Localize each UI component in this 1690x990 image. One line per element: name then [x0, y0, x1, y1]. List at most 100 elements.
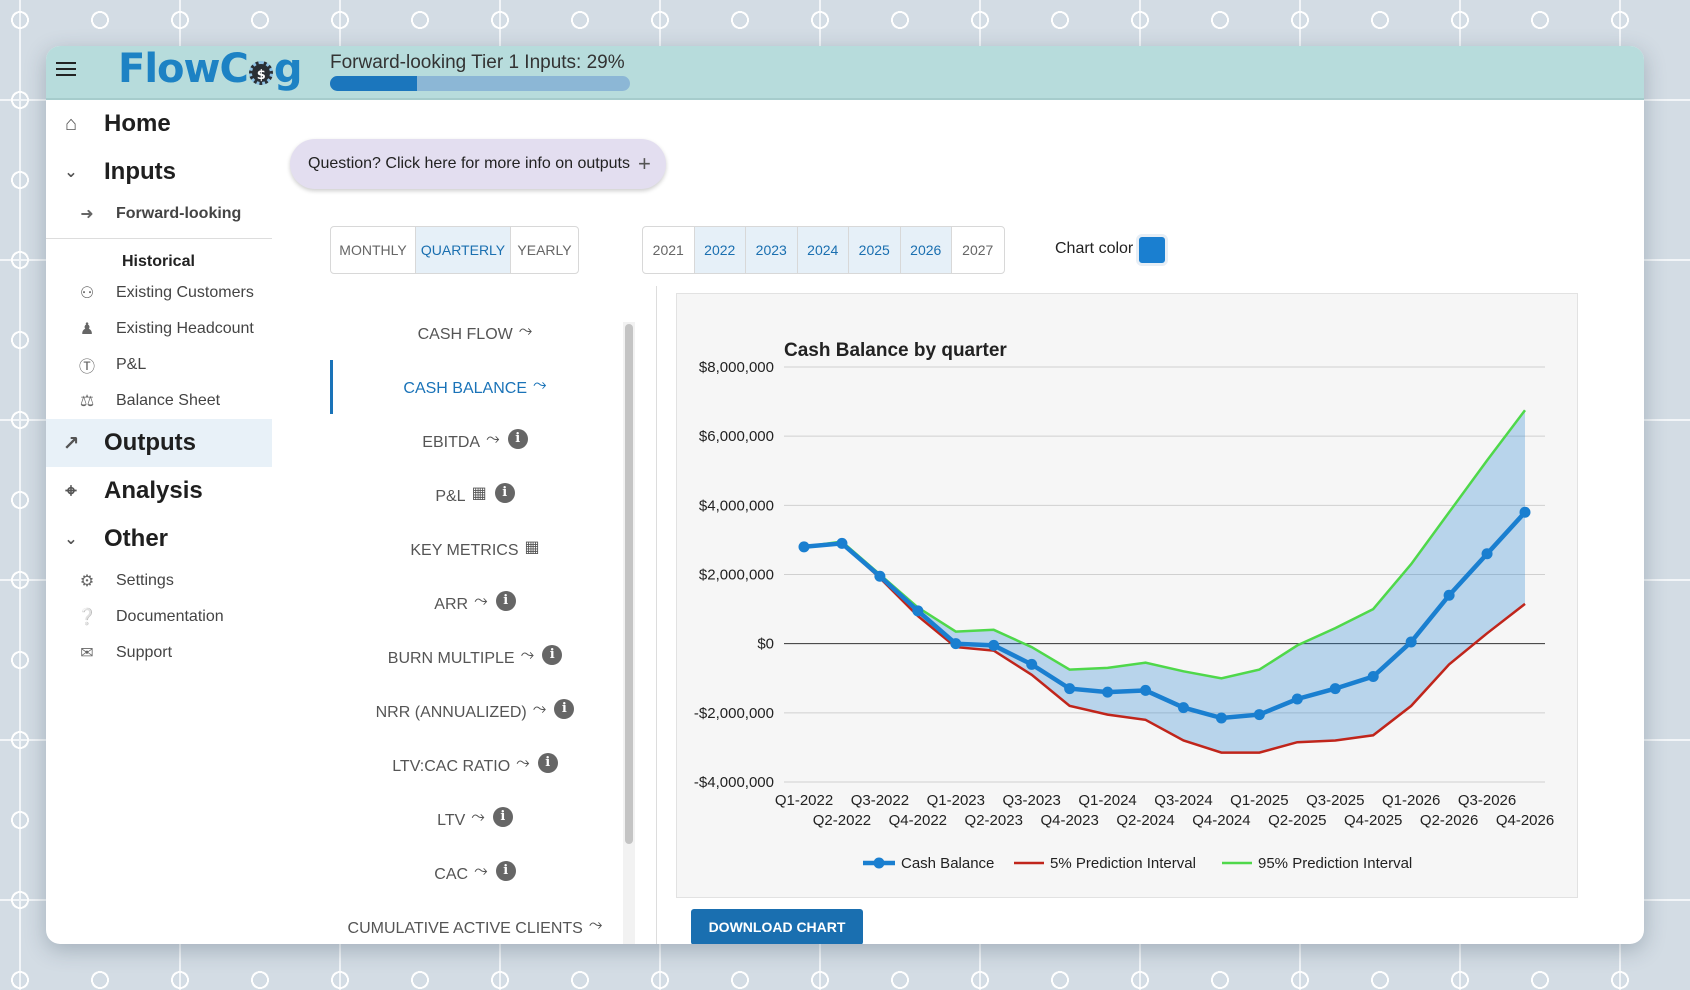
- x-tick-label: Q1-2023: [927, 792, 985, 809]
- nav-pl-label: P&L: [116, 356, 147, 373]
- info-icon[interactable]: i: [507, 429, 528, 449]
- output-menu-item-burn-multiple[interactable]: BURN MULTIPLE ⤳ i: [330, 628, 620, 682]
- x-tick-label: Q2-2023: [965, 812, 1023, 829]
- nav-other[interactable]: ⌄ Other: [46, 515, 272, 563]
- help-icon: ❔: [77, 609, 97, 626]
- nav-documentation[interactable]: ❔ Documentation: [46, 599, 272, 635]
- period-selector: MONTHLY QUARTERLY YEARLY: [330, 226, 579, 274]
- nav-balance-sheet-label: Balance Sheet: [116, 392, 221, 409]
- year-option-2021[interactable]: 2021: [643, 227, 695, 273]
- outputs-info-button[interactable]: Question? Click here for more info on ou…: [290, 139, 666, 189]
- series-line-5pct: [803, 542, 1526, 754]
- chart-color-picker[interactable]: [1136, 234, 1168, 266]
- headcount-icon: ♟: [79, 321, 95, 338]
- period-option-quarterly[interactable]: QUARTERLY: [416, 227, 511, 273]
- year-option-2026[interactable]: 2026: [900, 227, 952, 273]
- menu-scrollbar-thumb[interactable]: [625, 324, 633, 844]
- sidebar: ⌂ Home ⌄ Inputs ➜ Forward-looking Histor…: [46, 100, 272, 671]
- output-menu-label: CASH BALANCE: [403, 380, 527, 397]
- nav-home[interactable]: ⌂ Home: [46, 100, 272, 148]
- output-menu-item-nrr-annualized[interactable]: NRR (ANNUALIZED) ⤳ i: [330, 682, 620, 736]
- data-point: [1140, 684, 1152, 696]
- output-menu-item-arr[interactable]: ARR ⤳ i: [330, 574, 620, 628]
- data-point: [1064, 683, 1076, 695]
- x-tick-label: Q4-2026: [1496, 812, 1554, 829]
- nav-pl[interactable]: Ⓣ P&L: [46, 347, 272, 383]
- nav-other-label: Other: [104, 525, 169, 552]
- nav-support[interactable]: ✉ Support: [46, 635, 272, 671]
- output-menu: CASH FLOW ⤳ CASH BALANCE ⤳ EBITDA ⤳ i P&L ▦ i KEY …: [330, 304, 620, 944]
- x-tick-label: Q2-2024: [1116, 812, 1174, 829]
- info-icon[interactable]: i: [492, 807, 513, 827]
- trend-line-icon: ⤳: [518, 321, 533, 340]
- nav-inputs[interactable]: ⌄ Inputs: [46, 148, 272, 196]
- menu-icon[interactable]: [56, 62, 76, 78]
- data-point: [912, 605, 924, 617]
- data-point: [1519, 506, 1531, 518]
- year-option-2022[interactable]: 2022: [694, 227, 746, 273]
- nav-outputs-label: Outputs: [104, 429, 196, 456]
- output-menu-item-p-l[interactable]: P&L ▦ i: [330, 466, 620, 520]
- x-tick-label: Q2-2026: [1420, 812, 1478, 829]
- nav-analysis[interactable]: ⌖ Analysis: [46, 467, 272, 515]
- output-menu-label: EBITDA: [422, 434, 481, 451]
- x-tick-label: Q1-2025: [1230, 792, 1288, 809]
- x-tick-label: Q4-2024: [1192, 812, 1250, 829]
- y-tick-label: $4,000,000: [699, 497, 774, 514]
- nav-existing-customers-label: Existing Customers: [116, 284, 254, 301]
- info-icon[interactable]: i: [542, 645, 563, 665]
- output-menu-item-key-metrics[interactable]: KEY METRICS ▦: [330, 520, 620, 574]
- year-option-2027[interactable]: 2027: [962, 242, 994, 258]
- y-tick-label: $0: [757, 636, 774, 653]
- plus-icon: +: [637, 151, 651, 176]
- nav-home-label: Home: [104, 110, 171, 137]
- data-point: [1367, 671, 1379, 683]
- output-menu-item-cash-flow[interactable]: CASH FLOW ⤳: [330, 304, 620, 358]
- x-tick-label: Q4-2023: [1040, 812, 1098, 829]
- data-point: [1481, 548, 1493, 560]
- data-point: [1443, 589, 1455, 601]
- nav-existing-headcount[interactable]: ♟ Existing Headcount: [46, 311, 272, 347]
- nav-existing-headcount-label: Existing Headcount: [116, 320, 254, 337]
- x-tick-label: Q2-2025: [1268, 812, 1326, 829]
- legend-marker: [873, 857, 885, 869]
- period-option-yearly[interactable]: YEARLY: [517, 242, 572, 258]
- flowcog-logo[interactable]: FlowC $ g: [118, 46, 302, 92]
- output-menu-label: LTV: [437, 812, 466, 829]
- info-icon[interactable]: i: [495, 861, 516, 881]
- period-option-monthly[interactable]: MONTHLY: [331, 227, 416, 273]
- info-icon[interactable]: i: [494, 483, 515, 503]
- output-menu-item-ltv-cac-ratio[interactable]: LTV:CAC RATIO ⤳ i: [330, 736, 620, 790]
- year-option-2025[interactable]: 2025: [849, 227, 901, 273]
- output-menu-item-ltv[interactable]: LTV ⤳ i: [330, 790, 620, 844]
- year-option-2023[interactable]: 2023: [746, 227, 798, 273]
- y-tick-label: $2,000,000: [699, 567, 774, 584]
- info-icon[interactable]: i: [554, 699, 575, 719]
- year-option-2024[interactable]: 2024: [797, 227, 849, 273]
- x-tick-label: Q2-2022: [813, 812, 871, 829]
- nav-existing-customers[interactable]: ⚇ Existing Customers: [46, 275, 272, 311]
- trend-line-icon: ⤳: [486, 429, 500, 448]
- nav-forward-looking[interactable]: ➜ Forward-looking: [46, 196, 272, 232]
- trend-line-icon: ⤳: [520, 645, 535, 664]
- output-menu-item-cumulative-active-clients[interactable]: CUMULATIVE ACTIVE CLIENTS ⤳: [330, 898, 620, 944]
- output-menu-item-cash-balance[interactable]: CASH BALANCE ⤳: [330, 358, 620, 414]
- data-point: [1329, 683, 1341, 695]
- info-icon[interactable]: i: [495, 591, 516, 611]
- x-tick-label: Q3-2024: [1154, 792, 1212, 809]
- mail-icon: ✉: [80, 645, 94, 662]
- nav-outputs[interactable]: ↗ Outputs: [46, 419, 272, 467]
- output-menu-item-cac[interactable]: CAC ⤳ i: [330, 844, 620, 898]
- scale-icon: ⚖: [79, 393, 95, 410]
- nav-settings[interactable]: ⚙ Settings: [46, 563, 272, 599]
- home-icon: ⌂: [64, 112, 78, 135]
- output-menu-item-ebitda[interactable]: EBITDA ⤳ i: [330, 412, 620, 466]
- data-point: [1215, 712, 1227, 724]
- nav-balance-sheet[interactable]: ⚖ Balance Sheet: [46, 383, 272, 419]
- info-icon[interactable]: i: [537, 753, 558, 773]
- data-point: [836, 537, 848, 549]
- download-chart-button[interactable]: DOWNLOAD CHART: [691, 909, 863, 944]
- chevron-down-icon: ⌄: [64, 531, 78, 548]
- x-tick-label: Q3-2022: [851, 792, 909, 809]
- chart-panel: Cash Balance by quarter $8,000,000 $6,000,…: [676, 293, 1578, 898]
